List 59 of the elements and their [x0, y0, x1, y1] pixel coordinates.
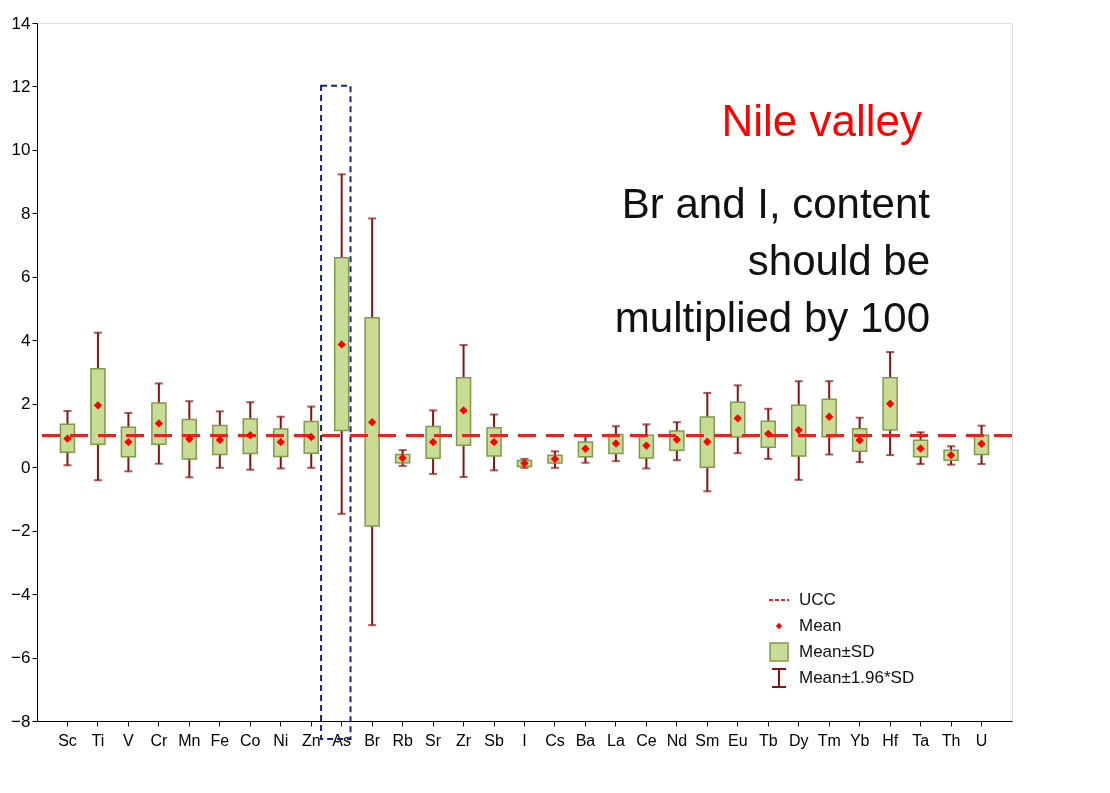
point — [703, 437, 712, 446]
x-tick-label: Ni — [273, 731, 289, 749]
x-tick-label: Cr — [150, 731, 168, 749]
x-tick-label: Nd — [666, 731, 688, 749]
y-tick-label: 10 — [11, 140, 31, 160]
x-tick-label: Eu — [727, 731, 748, 749]
point — [459, 406, 468, 415]
x-tick-label: Co — [240, 731, 261, 749]
x-tick-label: Sc — [58, 731, 77, 749]
annotation: Nile valley — [721, 96, 922, 145]
y-tick-label: 6 — [21, 267, 31, 287]
y-tick-label: 8 — [21, 203, 31, 223]
x-tick-label: Zr — [456, 731, 472, 749]
point — [733, 414, 742, 423]
y-tick-label: −8 — [11, 711, 31, 731]
y-tick-label: −6 — [11, 648, 31, 668]
x-tick-label: Sm — [695, 731, 720, 749]
x-tick-label: La — [607, 731, 625, 749]
x-tick-label: Th — [941, 731, 961, 749]
x-tick-label: Mn — [178, 731, 201, 749]
x-tick-label: Hf — [882, 731, 899, 749]
point — [337, 340, 346, 349]
point — [825, 412, 834, 421]
point — [885, 399, 895, 408]
x-tick-label: Tm — [817, 731, 841, 749]
x-tick-label: V — [123, 731, 135, 749]
x-tick-label: Fe — [210, 731, 230, 749]
y-tick-label: 12 — [11, 76, 31, 96]
annotation: Mean±1.96*SD — [799, 668, 915, 687]
legend-label: Mean±SD — [799, 642, 875, 661]
legend-label: Mean — [799, 616, 842, 635]
y-tick-label: 2 — [21, 394, 31, 414]
x-tick-label: Dy — [788, 731, 809, 749]
x-tick-label: Sr — [425, 731, 442, 749]
x-tick-label: Ti — [91, 731, 105, 749]
x-tick-label: Zn — [301, 731, 321, 749]
annotation: Br and I, content should be multiplied by 100 — [614, 180, 931, 341]
x-tick-label: Br — [364, 731, 381, 749]
y-tick-label: −4 — [11, 584, 31, 604]
y-tick-label: −2 — [11, 521, 31, 541]
point — [93, 401, 103, 410]
x-tick-label: Ce — [636, 731, 657, 749]
x-tick-label: Cs — [545, 731, 565, 749]
x-tick-label: Ba — [575, 731, 596, 749]
x-tick-label: Tb — [758, 731, 778, 749]
y-tick-label: 0 — [21, 457, 31, 477]
y-tick-label: 14 — [11, 13, 31, 33]
point — [794, 425, 803, 435]
x-tick-label: U — [975, 731, 988, 749]
x-tick-label: Ta — [912, 731, 930, 749]
legend-label: UCC — [799, 590, 836, 609]
x-tick-label: Yb — [849, 731, 870, 749]
x-tick-label: Sb — [484, 731, 504, 749]
x-tick-label: Rb — [392, 731, 413, 749]
point — [154, 419, 164, 428]
x-tick-label: I — [522, 731, 527, 749]
point — [367, 417, 377, 427]
point — [185, 434, 194, 444]
y-tick-label: 4 — [21, 330, 31, 350]
